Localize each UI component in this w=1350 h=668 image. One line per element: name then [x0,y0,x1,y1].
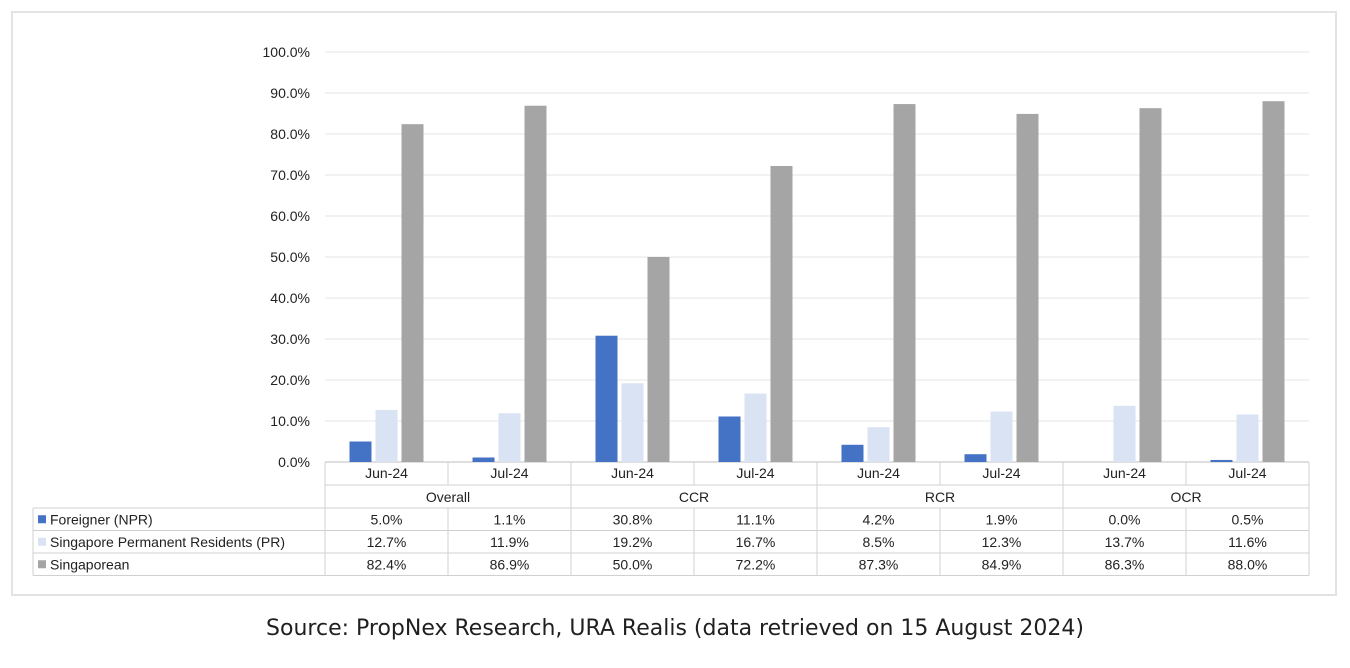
data-label: 86.3% [1105,556,1145,572]
data-label: 0.5% [1232,511,1264,527]
bar [1210,459,1233,462]
bar [349,441,372,462]
y-tick-label: 70.0% [270,167,310,183]
bar [524,105,547,463]
data-label: 19.2% [613,534,653,550]
legend-label: Singapore Permanent Residents (PR) [50,534,285,550]
bar [375,409,398,462]
data-label: 82.4% [367,556,407,572]
bar [1139,108,1162,463]
x-tick-label: Jun-24 [365,465,408,481]
group-label: CCR [679,489,709,505]
legend-swatch [38,537,46,546]
y-tick-label: 80.0% [270,126,310,142]
x-tick-label: Jun-24 [611,465,654,481]
x-tick-label: Jun-24 [1103,465,1146,481]
bar [1262,101,1285,462]
chart-card [11,11,1337,596]
y-tick-label: 90.0% [270,85,310,101]
x-tick-label: Jul-24 [736,465,774,481]
bar [893,104,916,462]
bar [718,416,741,462]
data-label: 12.7% [367,534,407,550]
bar [621,383,644,462]
data-label: 16.7% [736,534,776,550]
bar [744,393,767,462]
data-label: 86.9% [490,556,530,572]
data-label: 11.9% [490,534,529,550]
data-label: 0.0% [1109,511,1141,527]
data-label: 72.2% [736,556,776,572]
x-tick-label: Jul-24 [1228,465,1266,481]
y-tick-label: 100.0% [263,44,310,60]
y-tick-label: 30.0% [270,331,310,347]
y-tick-label: 20.0% [270,372,310,388]
data-label: 30.8% [613,511,653,527]
y-tick-label: 60.0% [270,208,310,224]
bar [1016,113,1039,462]
y-tick-label: 0.0% [278,454,310,470]
data-label: 87.3% [859,556,899,572]
bar [841,444,864,462]
y-tick-label: 40.0% [270,290,310,306]
data-label: 84.9% [982,556,1022,572]
legend-swatch [38,515,46,524]
x-tick-label: Jul-24 [982,465,1020,481]
bar [867,427,890,462]
group-label: RCR [925,489,955,505]
bar [964,454,987,462]
data-label: 12.3% [982,534,1022,550]
data-label: 5.0% [371,511,403,527]
data-label: 11.1% [736,511,775,527]
data-label: 50.0% [613,556,653,572]
data-label: 11.6% [1228,534,1267,550]
legend-label: Foreigner (NPR) [50,511,153,527]
bar [1236,414,1259,462]
group-label: Overall [426,489,470,505]
bar [770,165,793,463]
y-tick-label: 50.0% [270,249,310,265]
data-label: 1.1% [494,511,526,527]
data-label: 8.5% [863,534,895,550]
x-tick-label: Jul-24 [490,465,528,481]
source-caption: Source: PropNex Research, URA Realis (da… [266,616,1084,641]
data-label: 88.0% [1228,556,1268,572]
data-label: 13.7% [1105,534,1145,550]
x-tick-label: Jun-24 [857,465,900,481]
data-label: 4.2% [863,511,895,527]
bar [990,411,1013,462]
bar [647,257,670,462]
group-label: OCR [1170,489,1201,505]
legend-swatch [38,560,46,569]
bar [401,124,424,462]
bar [472,457,495,462]
y-tick-label: 10.0% [270,413,310,429]
legend-label: Singaporean [50,556,129,572]
bar [498,413,521,462]
data-label: 1.9% [986,511,1018,527]
bar [595,335,618,462]
bar-chart: 0.0% 10.0% 20.0% 30.0% 40.0% 50.0% 60.0% 70.0% 8… [32,44,1310,576]
bar [1113,405,1136,462]
